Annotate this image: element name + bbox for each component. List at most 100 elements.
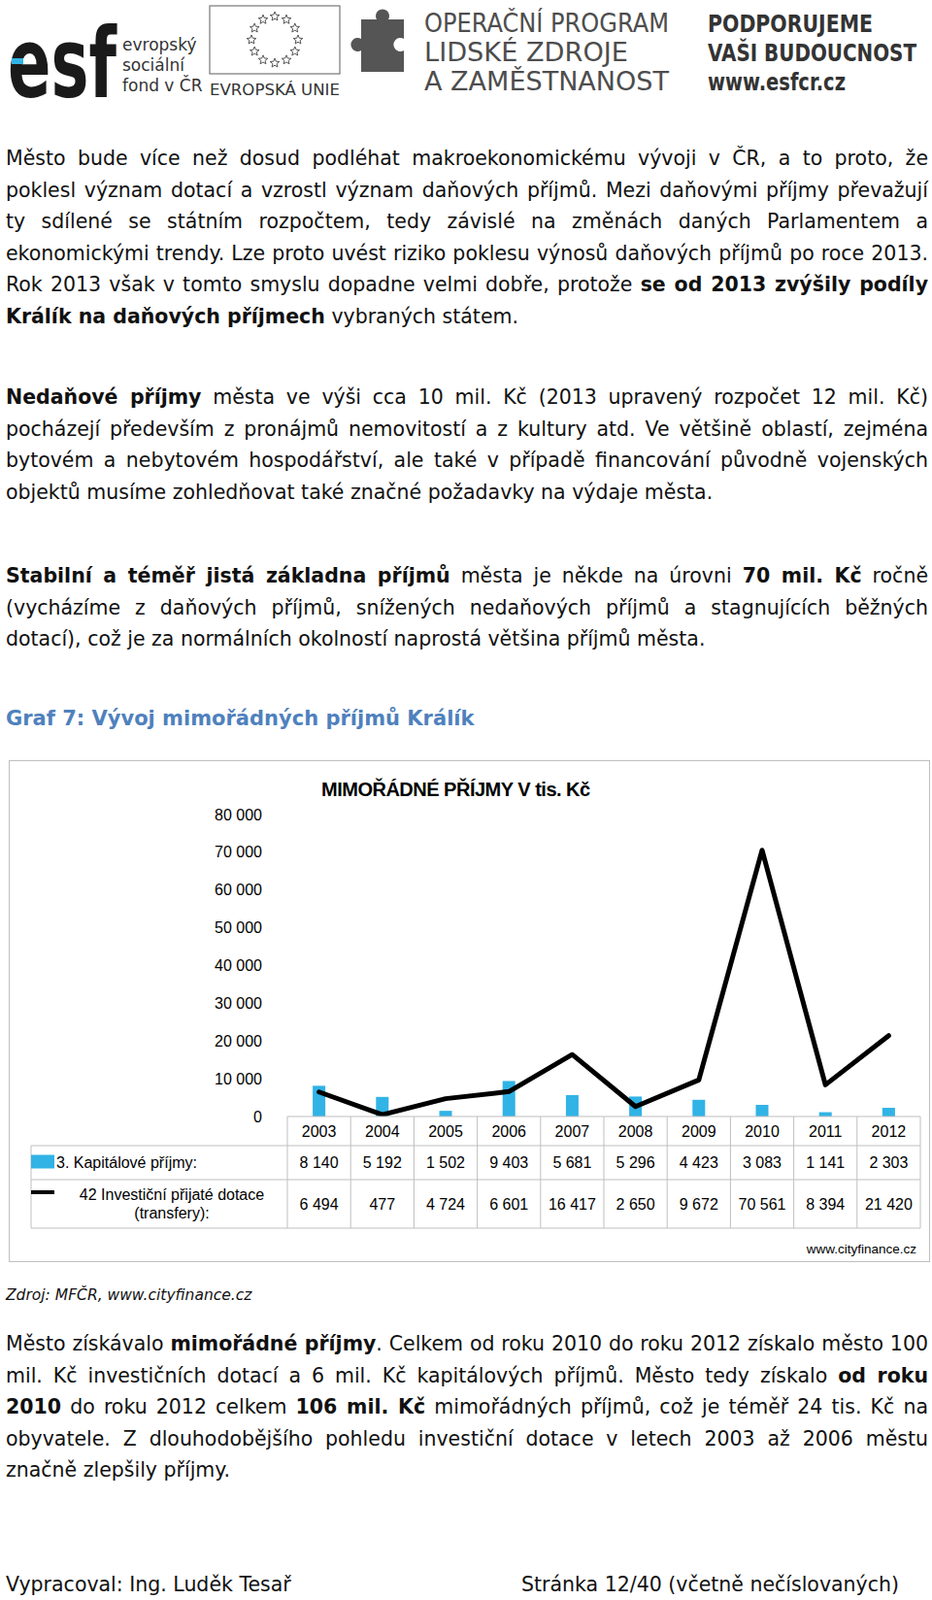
y-tick bbox=[265, 1002, 268, 1004]
paragraph: Město získávalo mimořádné příjmy. Celkem… bbox=[5, 1328, 929, 1487]
eu-star bbox=[269, 58, 280, 67]
footer-page: Stránka 12/40 (včetně nečíslovaných) bbox=[521, 1572, 899, 1597]
paragraph: Nedaňové příjmy města ve výši cca 10 mil… bbox=[5, 381, 929, 508]
table-line bbox=[287, 1116, 289, 1229]
text: města je někde na úrovni bbox=[450, 564, 743, 588]
paragraph: Stabilní a téměř jistá základna příjmů m… bbox=[5, 560, 929, 656]
puzzle-icon bbox=[350, 8, 404, 72]
esf-name: fond v ČR bbox=[122, 74, 203, 96]
legend-label: 3. Kapitálové příjmy: bbox=[56, 1154, 198, 1171]
data-label: 4 423 bbox=[679, 1154, 719, 1171]
table-line bbox=[350, 1116, 352, 1229]
y-tick bbox=[265, 1078, 268, 1080]
text: Město získávalo bbox=[5, 1331, 170, 1356]
y-tick bbox=[265, 1116, 268, 1118]
plot-area bbox=[312, 850, 896, 1117]
data-label: 21 420 bbox=[865, 1196, 913, 1213]
bar bbox=[756, 1104, 769, 1117]
data-label: 8 140 bbox=[299, 1154, 339, 1171]
slogan: VAŠI BUDOUCNOST bbox=[707, 37, 917, 67]
y-tick bbox=[265, 1040, 268, 1042]
y-tick-label: 30 000 bbox=[214, 995, 263, 1012]
y-tick bbox=[265, 927, 268, 929]
y-tick-label: 80 000 bbox=[214, 806, 263, 824]
x-tick-label: 2007 bbox=[555, 1123, 591, 1140]
bar bbox=[692, 1099, 705, 1117]
table-line bbox=[413, 1116, 415, 1229]
x-tick-label: 2004 bbox=[365, 1123, 400, 1140]
data-label: 8 394 bbox=[805, 1196, 845, 1213]
y-tick-label: 20 000 bbox=[214, 1032, 263, 1050]
esf-name: sociální bbox=[122, 55, 186, 75]
x-tick-label: 2010 bbox=[744, 1123, 780, 1140]
x-tick-label: 2012 bbox=[871, 1123, 907, 1140]
program-name: LIDSKÉ ZDROJE bbox=[424, 36, 629, 67]
data-label: 9 672 bbox=[679, 1196, 719, 1213]
eu-star bbox=[269, 11, 280, 21]
figure-caption: Graf 7: Vývoj mimořádných příjmů Králík bbox=[5, 706, 475, 731]
chart: MIMOŘÁDNÉ PŘÍJMY V tis. Kč010 00020 0003… bbox=[0, 760, 932, 1265]
y-tick bbox=[265, 814, 268, 816]
data-label: 2 303 bbox=[868, 1154, 908, 1171]
bar bbox=[439, 1110, 453, 1117]
bold-text: 106 mil. Kč bbox=[296, 1395, 427, 1419]
bold-text: 70 mil. Kč bbox=[742, 564, 863, 588]
program-name: OPERAČNÍ PROGRAM bbox=[424, 7, 669, 38]
data-label: 3 083 bbox=[742, 1154, 782, 1171]
data-label: 5 192 bbox=[363, 1154, 402, 1171]
data-label: 16 417 bbox=[548, 1196, 597, 1213]
x-tick-label: 2003 bbox=[301, 1123, 337, 1140]
eu-star bbox=[290, 46, 300, 56]
table-line bbox=[31, 1145, 921, 1147]
table-line bbox=[920, 1116, 922, 1229]
bold-text: Nedaňové příjmy bbox=[5, 385, 201, 409]
y-tick-label: 10 000 bbox=[214, 1070, 263, 1088]
data-label: 6 601 bbox=[489, 1196, 529, 1213]
y-tick-label: 50 000 bbox=[214, 919, 263, 936]
table-line bbox=[856, 1116, 858, 1229]
eu-star bbox=[258, 14, 268, 24]
bold-text: Stabilní a téměř jistá základna příjmů bbox=[5, 564, 451, 588]
chart-frame bbox=[9, 761, 931, 1263]
x-tick-label: 2009 bbox=[681, 1123, 717, 1140]
slogan: PODPORUJEME bbox=[707, 9, 873, 38]
bar bbox=[882, 1107, 896, 1117]
data-label: 1 141 bbox=[805, 1154, 845, 1171]
y-tick bbox=[265, 965, 268, 966]
program-name: A ZAMĚSTNANOST bbox=[424, 66, 669, 97]
data-label: 477 bbox=[368, 1196, 396, 1213]
x-tick-label: 2006 bbox=[491, 1123, 527, 1140]
header: esfevropskýsociálnífond v ČREVROPSKÁ UNI… bbox=[0, 0, 932, 115]
y-tick-label: 40 000 bbox=[214, 957, 263, 974]
data-label: 70 561 bbox=[738, 1196, 787, 1213]
data-label: 5 296 bbox=[616, 1154, 656, 1171]
line bbox=[319, 850, 890, 1115]
data-label: 2 650 bbox=[616, 1196, 656, 1213]
chart-source: www.cityfinance.cz bbox=[805, 1241, 918, 1257]
data-label: 6 494 bbox=[299, 1196, 339, 1213]
chart-title: MIMOŘÁDNÉ PŘÍJMY V tis. Kč bbox=[321, 777, 591, 800]
eu-star bbox=[246, 34, 257, 44]
eu-star bbox=[250, 46, 261, 56]
data-label: 4 724 bbox=[426, 1196, 466, 1213]
text: vybraných státem. bbox=[325, 304, 519, 329]
text: do roku 2012 celkem bbox=[61, 1395, 296, 1419]
y-tick bbox=[265, 889, 268, 891]
bar bbox=[819, 1112, 833, 1117]
eu-star bbox=[258, 55, 268, 65]
logo-accent bbox=[11, 58, 24, 65]
table-line bbox=[793, 1116, 795, 1229]
eu-label: EVROPSKÁ UNIE bbox=[209, 80, 340, 100]
x-tick-label: 2008 bbox=[618, 1123, 654, 1140]
legend-key bbox=[31, 1155, 55, 1169]
table-line bbox=[31, 1228, 921, 1230]
table-line bbox=[539, 1116, 541, 1229]
legend-label: 42 Investiční přijaté dotace(transfery): bbox=[79, 1186, 265, 1222]
eu-star bbox=[290, 23, 300, 33]
y-tick bbox=[265, 851, 268, 853]
figure-source: Zdroj: MFČR, www.cityfinance.cz bbox=[5, 1286, 252, 1304]
legend-key bbox=[31, 1190, 55, 1195]
table-line bbox=[476, 1116, 478, 1229]
footer-author: Vypracoval: Ing. Luděk Tesař bbox=[5, 1572, 292, 1597]
y-tick-label: 60 000 bbox=[214, 881, 263, 899]
